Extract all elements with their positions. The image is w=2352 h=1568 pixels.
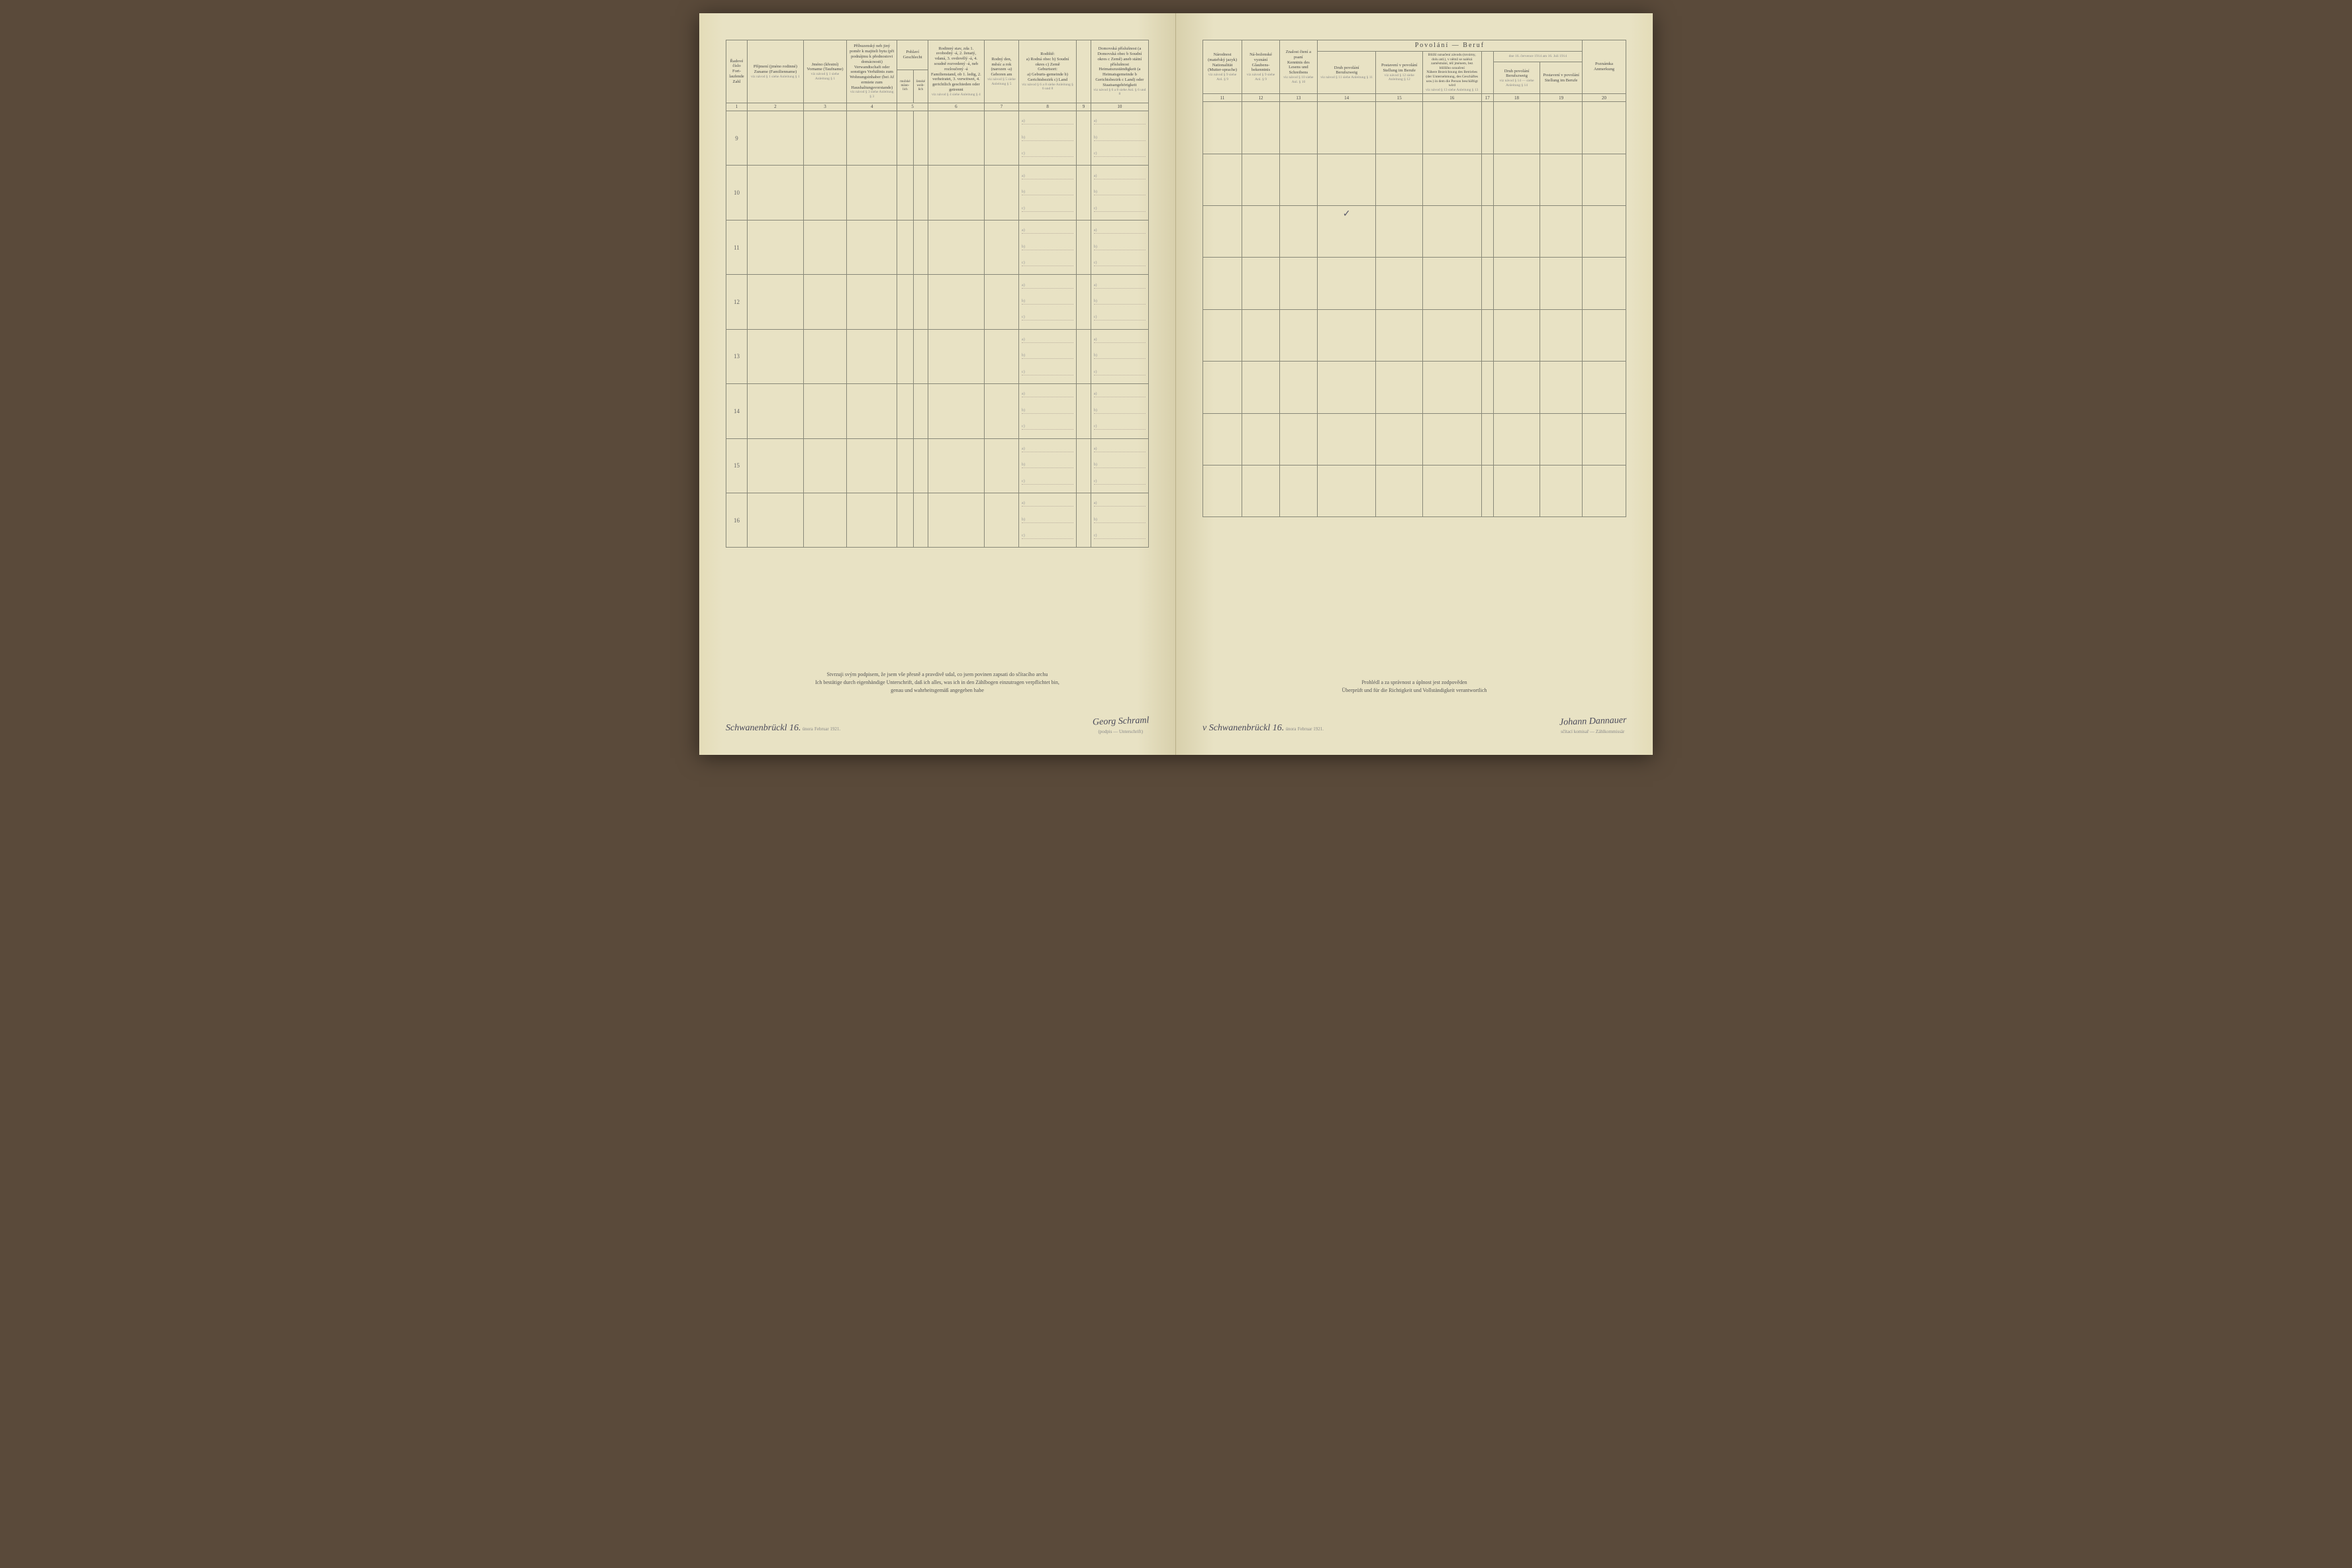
right-sig-place: v Schwanenbrückl 16. [1202, 723, 1284, 733]
hdr-col1: Řadové číslo Fort-laufende Zahl [726, 40, 748, 103]
colnum-row-left: 1 2 3 4 5 6 7 8 9 10 [726, 103, 1149, 111]
document-spread: Řadové číslo Fort-laufende Zahl Příjmení… [699, 13, 1653, 755]
hdr-col8: Rodiště: a) Rodná obec b) Soudní okres c… [1019, 40, 1077, 103]
table-row [1203, 258, 1626, 309]
hdr-col13: Znalost čtení a psaní Kenntnis des Lesen… [1279, 40, 1317, 94]
hdr-col12: Ná-boženské vyznání Glaubens-bekenntnis … [1242, 40, 1280, 94]
table-row: 16 a)b)c) a)b)c) [726, 493, 1149, 547]
hdr-col18: Druh povolání Berufszweig viz návod § 14… [1493, 62, 1540, 94]
table-row: ✓ [1203, 206, 1626, 258]
table-row: 9 a)b)c) a)b)c) [726, 111, 1149, 166]
census-table-left: Řadové číslo Fort-laufende Zahl Příjmení… [726, 40, 1149, 514]
hdr-col5a: mužské männ-lich [897, 70, 913, 103]
table-row: 14 a)b)c) a)b)c) [726, 384, 1149, 438]
hdr-col20: Poznámka Anmerkung [1582, 40, 1626, 94]
checkmark: ✓ [1317, 206, 1376, 258]
table-row: 13 a)b)c) a)b)c) [726, 329, 1149, 383]
left-sig-place: Schwanenbrückl 16. [726, 723, 801, 733]
hdr-col11: Národnost (mateřský jazyk) Nationalität … [1203, 40, 1242, 94]
hdr-col6: Rodinný stav, zda 1. svobodný -á, 2. žen… [928, 40, 984, 103]
right-signature: Johann Dannauer [1559, 713, 1626, 730]
census-table-right: Národnost (mateřský jazyk) Nationalität … [1202, 40, 1626, 505]
table-row [1203, 362, 1626, 413]
hdr-col5b: ženské weib-lich [913, 70, 928, 103]
table-row [1203, 413, 1626, 465]
table-body-left: 9 a)b)c) a)b)c) 10 a)b)c) a)b)c) 11 a)b)… [726, 111, 1149, 548]
hdr-col7: Rodný den, měsíc a rok (narozen -a) Gebo… [984, 40, 1018, 103]
left-footer: Stvrzuji svým podpisem, že jsem vše přes… [726, 651, 1149, 736]
table-row [1203, 309, 1626, 361]
footer-line1: Prohlédl a za správnost a úplnost jest z… [1202, 679, 1626, 687]
table-body-right: ✓ [1203, 102, 1626, 517]
hdr-col16: Bližší označení závodu (továrny, dolu at… [1422, 52, 1481, 94]
hdr-date: dne 16. července 1914 am 16. Juli 1914 [1493, 52, 1582, 62]
footer-line2: Ich bestätige durch eigenhändige Untersc… [726, 679, 1149, 687]
right-footer: Prohlédl a za správnost a úplnost jest z… [1202, 659, 1626, 736]
hdr-col17 [1481, 52, 1493, 94]
hdr-col5: Pohlaví Geschlecht [897, 40, 928, 70]
hdr-col19: Postavení v povolání Stellung im Berufe [1540, 62, 1583, 94]
table-row [1203, 102, 1626, 154]
hdr-col2: Příjmení (jméno rodinné) Zuname (Familie… [747, 40, 803, 103]
left-signature: Georg Schraml [1092, 713, 1149, 729]
colnum-row-right: 11 12 13 14 15 16 17 18 19 20 [1203, 94, 1626, 102]
hdr-col9 [1077, 40, 1091, 103]
footer-line3: genau und wahrheitsgemäß angegeben habe [726, 687, 1149, 695]
hdr-col3: Jméno (křestní) Vorname (Taufname) viz n… [803, 40, 846, 103]
table-row [1203, 465, 1626, 516]
right-page: Národnost (mateřský jazyk) Nationalität … [1176, 13, 1653, 755]
hdr-col14: Druh povolání Berufszweig viz návod § 11… [1317, 52, 1376, 94]
hdr-col4: Příbuzenský neb jiný poměr k majiteli by… [847, 40, 897, 103]
hdr-col10: Domovská příslušnost (a Domovská obec b … [1091, 40, 1148, 103]
table-row [1203, 154, 1626, 205]
table-row: 10 a)b)c) a)b)c) [726, 166, 1149, 220]
footer-line2: Überprüft und für die Richtigkeit und Vo… [1202, 687, 1626, 695]
table-row: 12 a)b)c) a)b)c) [726, 275, 1149, 329]
hdr-col15: Postavení v povolání Stellung im Berufe … [1376, 52, 1422, 94]
table-row: 15 a)b)c) a)b)c) [726, 438, 1149, 493]
footer-line1: Stvrzuji svým podpisem, že jsem vše přes… [726, 671, 1149, 679]
left-page: Řadové číslo Fort-laufende Zahl Příjmení… [699, 13, 1176, 755]
hdr-povolani: Povolání — Beruf [1317, 40, 1582, 52]
table-row: 11 a)b)c) a)b)c) [726, 220, 1149, 274]
